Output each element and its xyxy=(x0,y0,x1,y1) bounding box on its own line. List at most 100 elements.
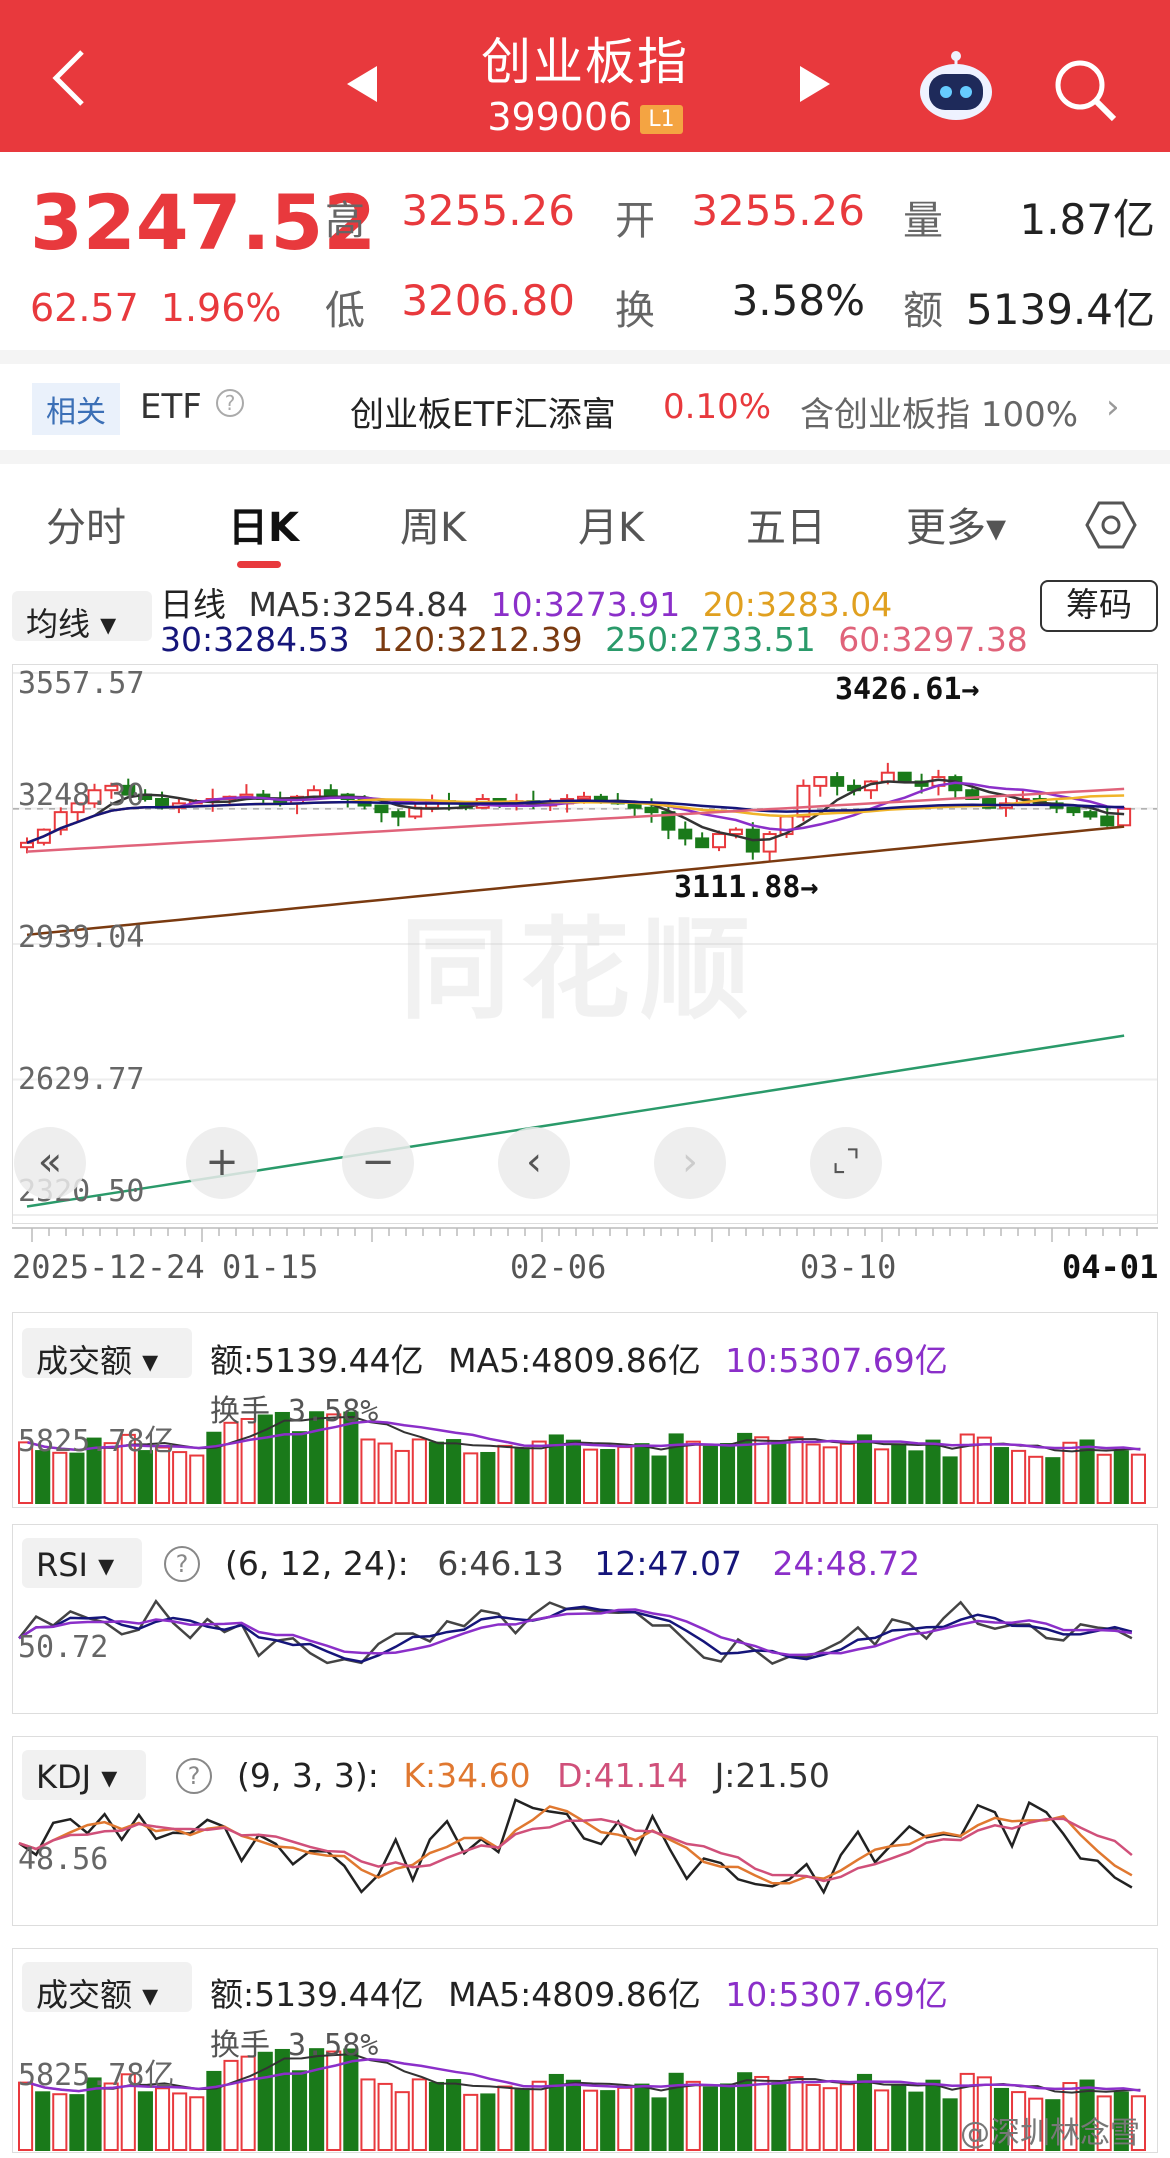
x-axis-date: 02-06 xyxy=(510,1248,607,1286)
volume-indicator-selector[interactable]: 成交额 ▾ xyxy=(22,1328,192,1380)
volume-bar xyxy=(959,2072,975,2151)
prev-stock-icon[interactable] xyxy=(345,64,379,104)
quote-panel: 3247.52 62.57 1.96% 高 3255.26 开 3255.26 量… xyxy=(0,152,1170,360)
volume-bar xyxy=(326,2050,342,2151)
volume-bar xyxy=(737,1432,753,1504)
candle-body xyxy=(20,841,34,849)
volume-bar xyxy=(1130,2095,1146,2151)
zoom-in-button[interactable]: + xyxy=(186,1127,258,1199)
volume-bar xyxy=(69,1452,85,1504)
settings-hexagon-icon[interactable] xyxy=(1085,499,1137,551)
rsi-chart[interactable] xyxy=(12,1524,1158,1714)
kdj-indicator-selector[interactable]: KDJ ▾ xyxy=(22,1750,146,1800)
rsi-indicator-selector[interactable]: RSI ▾ xyxy=(22,1538,142,1588)
volume-bar xyxy=(206,1431,222,1504)
high-label: 高 xyxy=(325,198,365,244)
volume-bar xyxy=(189,2096,205,2152)
chevron-right-icon[interactable]: › xyxy=(1106,387,1120,427)
rsi-ref-value: 50.72 xyxy=(18,1630,109,1665)
related-etf-bar[interactable]: 相关 ETF ? 创业板ETF汇添富 0.10% 含创业板指 100% › xyxy=(0,365,1170,447)
volume-bar xyxy=(805,2083,821,2152)
tab-daily-k[interactable]: 日K xyxy=(228,505,299,551)
volume-bar xyxy=(35,1450,51,1504)
weibo-watermark: @深圳林念雪 xyxy=(960,2116,1140,2151)
volume-ma5-line xyxy=(27,2053,1141,2094)
kline-chart[interactable] xyxy=(12,664,1158,1224)
volume-bar xyxy=(788,1436,804,1504)
scroll-left-button[interactable]: ‹ xyxy=(498,1127,570,1199)
volume-bar xyxy=(463,1452,479,1504)
candle-body xyxy=(880,771,895,783)
low-marker: 3111.88→ xyxy=(674,870,819,905)
help-icon[interactable]: ? xyxy=(176,1758,212,1794)
volume-bar xyxy=(428,1441,445,1504)
volume-indicator-selector-2[interactable]: 成交额 ▾ xyxy=(22,1962,192,2014)
robot-assistant-icon[interactable] xyxy=(915,48,997,124)
volume-bar xyxy=(993,1447,1010,1504)
search-icon[interactable] xyxy=(1050,55,1120,125)
volume-bar xyxy=(548,2073,564,2151)
x-axis-date: 03-10 xyxy=(800,1248,897,1286)
volume-chart-2[interactable] xyxy=(12,1948,1158,2153)
volume-bar xyxy=(617,2086,633,2151)
y-axis-label: 2939.04 xyxy=(18,920,145,955)
candle-body xyxy=(577,795,591,800)
tab-five-day[interactable]: 五日 xyxy=(746,505,826,551)
volume-bar xyxy=(103,1442,119,1505)
chips-button[interactable]: 筹码 xyxy=(1040,580,1158,632)
volume-legend: 额:5139.44亿 MA5:4809.86亿 10:5307.69亿 xyxy=(210,1341,948,1380)
etf-name[interactable]: 创业板ETF汇添富 xyxy=(350,395,616,435)
price-change: 62.57 1.96% xyxy=(30,286,282,330)
indicator-selector[interactable]: 均线 ▾ xyxy=(12,591,152,643)
candle-body xyxy=(1117,807,1132,827)
volume-bar xyxy=(274,2048,290,2151)
volume-bar xyxy=(377,2082,393,2151)
volume-bar xyxy=(685,1440,701,1504)
active-tab-indicator xyxy=(237,561,281,568)
volume-bar xyxy=(1028,2097,1044,2151)
volume-bar xyxy=(942,2098,958,2152)
fullscreen-button[interactable]: ⌞⌝ xyxy=(810,1127,882,1199)
tab-weekly-k[interactable]: 周K xyxy=(400,505,467,551)
volume-bar xyxy=(52,2093,68,2151)
scroll-left-fast-button[interactable]: « xyxy=(14,1127,86,1199)
kdj-chart[interactable] xyxy=(12,1736,1158,1926)
volume-bar xyxy=(771,1441,787,1504)
tab-intraday[interactable]: 分时 xyxy=(46,505,126,551)
help-icon[interactable]: ? xyxy=(216,389,244,417)
divider xyxy=(0,350,1170,364)
etf-label: ETF xyxy=(140,387,202,427)
scroll-right-button[interactable]: › xyxy=(654,1127,726,1199)
volume-bar xyxy=(309,2048,325,2151)
volume-bar xyxy=(223,2059,239,2151)
volume-bar xyxy=(1079,2079,1095,2152)
tab-monthly-k[interactable]: 月K xyxy=(578,505,645,551)
help-icon[interactable]: ? xyxy=(164,1546,200,1582)
tab-more[interactable]: 更多▾ xyxy=(906,505,1007,551)
candle-body xyxy=(644,806,659,814)
open-value: 3255.26 xyxy=(691,186,865,235)
kdj-ref-value: 48.56 xyxy=(18,1842,109,1877)
volume-bar xyxy=(565,1439,581,1505)
volume-bar xyxy=(240,2055,256,2151)
amount-label: 额 xyxy=(903,288,943,334)
zoom-out-button[interactable]: − xyxy=(342,1127,414,1199)
rsi-legend: (6, 12, 24): 6:46.13 12:47.07 24:48.72 xyxy=(225,1544,921,1583)
volume-bar xyxy=(600,2090,616,2151)
volume-bar xyxy=(69,2094,85,2151)
volume-bar xyxy=(18,1441,34,1505)
page-title: 创业板指 xyxy=(481,33,689,91)
candle-body xyxy=(678,828,693,840)
volume-bar xyxy=(137,1450,153,1504)
back-icon[interactable] xyxy=(50,48,90,108)
volume-bar xyxy=(908,1450,924,1505)
next-stock-icon[interactable] xyxy=(798,64,832,104)
volume-bar xyxy=(120,2073,136,2151)
y-axis-label: 2629.77 xyxy=(18,1062,145,1097)
turnover-note: 换手 3.58% xyxy=(210,1394,379,1429)
volume-chart[interactable] xyxy=(12,1312,1158,1508)
volume-bar xyxy=(428,2081,445,2151)
volume-bar xyxy=(548,1434,564,1504)
volume-bar xyxy=(959,1433,975,1504)
volume-bar xyxy=(240,1417,256,1504)
